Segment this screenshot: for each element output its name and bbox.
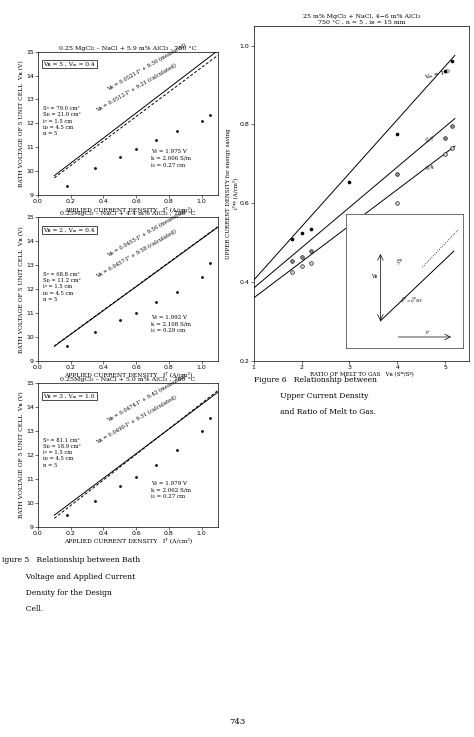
Point — [132, 307, 140, 319]
Title: 25 m% MgCl₂ + NaCl, 4−6 m% AlCl₃
750 °C , n = 5 , iᴅ = 15 mm: 25 m% MgCl₂ + NaCl, 4−6 m% AlCl₃ 750 °C … — [303, 14, 420, 25]
Point — [132, 471, 140, 483]
Point — [393, 198, 401, 209]
Point — [288, 255, 296, 267]
Point — [198, 425, 205, 437]
Point — [152, 296, 160, 308]
X-axis label: APPLIED CURRENT DENSITY   Iᵀ (A/cm²): APPLIED CURRENT DENSITY Iᵀ (A/cm²) — [64, 537, 192, 543]
Point — [441, 148, 449, 160]
Text: 743: 743 — [229, 718, 245, 726]
Point — [298, 251, 305, 262]
Title: 0.25MgCl₂ – NaCl + 5.0 m% AlCl₃ , 750 °C: 0.25MgCl₂ – NaCl + 5.0 m% AlCl₃ , 750 °C — [60, 377, 196, 383]
Point — [346, 221, 353, 233]
Point — [116, 315, 124, 326]
Point — [173, 286, 181, 298]
Point — [449, 142, 456, 154]
Point — [206, 412, 214, 424]
Point — [132, 143, 140, 155]
Text: Vʙ = 0.0490·Iᵀ + 9.31 (calculated): Vʙ = 0.0490·Iᵀ + 9.31 (calculated) — [96, 394, 178, 445]
Point — [91, 326, 99, 338]
Text: Vₘ = 1.0: Vₘ = 1.0 — [424, 69, 450, 80]
Point — [116, 481, 124, 492]
Point — [173, 444, 181, 456]
Point — [441, 133, 449, 144]
Text: Vʙ = 3 , Vₘ = 1.0: Vʙ = 3 , Vₘ = 1.0 — [43, 394, 95, 398]
Text: 0.4: 0.4 — [425, 164, 435, 171]
Y-axis label: BATH VOLTAGE OF 5 UNIT CELL  Vʙ (V): BATH VOLTAGE OF 5 UNIT CELL Vʙ (V) — [19, 226, 25, 352]
Text: Vʙ = 5 , Vₘ = 0.4: Vʙ = 5 , Vₘ = 0.4 — [43, 62, 95, 66]
Text: Density for the Design: Density for the Design — [2, 589, 112, 597]
Point — [64, 509, 71, 521]
Text: Vʙ = 0.0474·Iᵀ + 9.42 (measured): Vʙ = 0.0474·Iᵀ + 9.42 (measured) — [106, 374, 187, 424]
Title: 0.25MgCl₂ – NaCl + 4.4 m% AlCl₃ , 750 °C: 0.25MgCl₂ – NaCl + 4.4 m% AlCl₃ , 750 °C — [60, 212, 196, 217]
Point — [91, 495, 99, 506]
Text: Vʙ = 0.0455·Iᵀ + 9.56 (measured): Vʙ = 0.0455·Iᵀ + 9.56 (measured) — [106, 208, 187, 258]
Y-axis label: BATH VOLTAGE OF 5 UNIT CELL  Vʙ (V): BATH VOLTAGE OF 5 UNIT CELL Vʙ (V) — [19, 60, 25, 186]
Point — [64, 340, 71, 352]
Text: and Ratio of Melt to Gas.: and Ratio of Melt to Gas. — [254, 408, 375, 416]
Point — [64, 180, 71, 192]
Text: V₀ = 1.992 V
k = 2.108 S/m
i₀ = 0.29 cm: V₀ = 1.992 V k = 2.108 S/m i₀ = 0.29 cm — [151, 315, 191, 333]
Text: Vʙ = 0.0521·Iᵀ + 9.30 (measured): Vʙ = 0.0521·Iᵀ + 9.30 (measured) — [106, 42, 187, 92]
Point — [206, 257, 214, 269]
Text: V₀ = 1.975 V
k = 2.006 S/m
i₀ = 0.27 cm: V₀ = 1.975 V k = 2.006 S/m i₀ = 0.27 cm — [151, 150, 191, 167]
Title: 0.25 MgCl₂ – NaCl + 5.9 m% AlCl₃ , 750 °C: 0.25 MgCl₂ – NaCl + 5.9 m% AlCl₃ , 750 °… — [59, 46, 197, 51]
Point — [152, 134, 160, 146]
Text: Vʙ = 0.0512·Iᵀ + 9.21 (calculated): Vʙ = 0.0512·Iᵀ + 9.21 (calculated) — [96, 63, 178, 113]
Point — [206, 109, 214, 121]
Text: Upper Current Density: Upper Current Density — [254, 392, 368, 400]
Y-axis label: BATH VOLTAGE OF 5 UNIT CELL  Vʙ (V): BATH VOLTAGE OF 5 UNIT CELL Vʙ (V) — [19, 392, 25, 518]
Point — [198, 115, 205, 127]
Point — [116, 150, 124, 162]
Point — [441, 66, 449, 77]
Text: igure 5   Relationship between Bath: igure 5 Relationship between Bath — [2, 556, 141, 565]
Text: Sᵍ = 68.8 cm²
Sᴅ = 11.2 cm²
iᵍ = 1.5 cm
iᴅ = 4.5 cm
n = 5: Sᵍ = 68.8 cm² Sᴅ = 11.2 cm² iᵍ = 1.5 cm … — [43, 272, 81, 302]
X-axis label: APPLIED CURRENT DENSITY   Iᵀ (A/cm²): APPLIED CURRENT DENSITY Iᵀ (A/cm²) — [64, 206, 192, 212]
Point — [393, 128, 401, 140]
Text: Vʙ = 2 , Vₘ = 0.4: Vʙ = 2 , Vₘ = 0.4 — [43, 228, 95, 232]
Point — [346, 215, 353, 227]
Text: V₀ = 1.979 V
k = 2.062 S/m
i₀ = 0.27 cm: V₀ = 1.979 V k = 2.062 S/m i₀ = 0.27 cm — [151, 481, 191, 499]
Text: Sᵍ = 79.0 cm²
Sᴅ = 21.0 cm²
iᵍ = 1.5 cm
iᴅ = 4.5 cm
n = 5: Sᵍ = 79.0 cm² Sᴅ = 21.0 cm² iᵍ = 1.5 cm … — [43, 106, 81, 136]
Point — [288, 267, 296, 279]
X-axis label: APPLIED CURRENT DENSITY   Iᵀ (A/cm²): APPLIED CURRENT DENSITY Iᵀ (A/cm²) — [64, 371, 192, 377]
Point — [393, 168, 401, 180]
Text: Sᵍ = 81.1 cm²
Sᴅ = 18.9 cm²
iᵍ = 1.5 cm
iᴅ = 4.5 cm
n = 5: Sᵍ = 81.1 cm² Sᴅ = 18.9 cm² iᵍ = 1.5 cm … — [43, 438, 81, 468]
Point — [198, 271, 205, 283]
Text: 0.7: 0.7 — [425, 136, 435, 143]
Point — [91, 162, 99, 174]
Point — [346, 175, 353, 187]
Point — [173, 125, 181, 136]
X-axis label: RATIO OF MELT TO GAS   Vʙ (Sᵐ/Sᵍ): RATIO OF MELT TO GAS Vʙ (Sᵐ/Sᵍ) — [310, 371, 413, 377]
Text: Vʙ = 0.0457·Iᵀ + 9.58 (calculated): Vʙ = 0.0457·Iᵀ + 9.58 (calculated) — [96, 228, 178, 279]
Point — [449, 55, 456, 67]
Point — [307, 256, 315, 268]
Point — [288, 233, 296, 245]
Text: Figure 6   Relationship between: Figure 6 Relationship between — [254, 376, 376, 384]
Point — [298, 227, 305, 239]
Point — [449, 120, 456, 133]
Text: Voltage and Applied Current: Voltage and Applied Current — [2, 573, 136, 581]
Y-axis label: UPPER CURRENT DENSITY for energy saving
iᵀᵜᵖ (A/cm²): UPPER CURRENT DENSITY for energy saving … — [226, 128, 238, 259]
Point — [152, 458, 160, 471]
Point — [307, 245, 315, 256]
Point — [307, 223, 315, 235]
Text: Cell.: Cell. — [2, 605, 44, 613]
Point — [298, 261, 305, 273]
